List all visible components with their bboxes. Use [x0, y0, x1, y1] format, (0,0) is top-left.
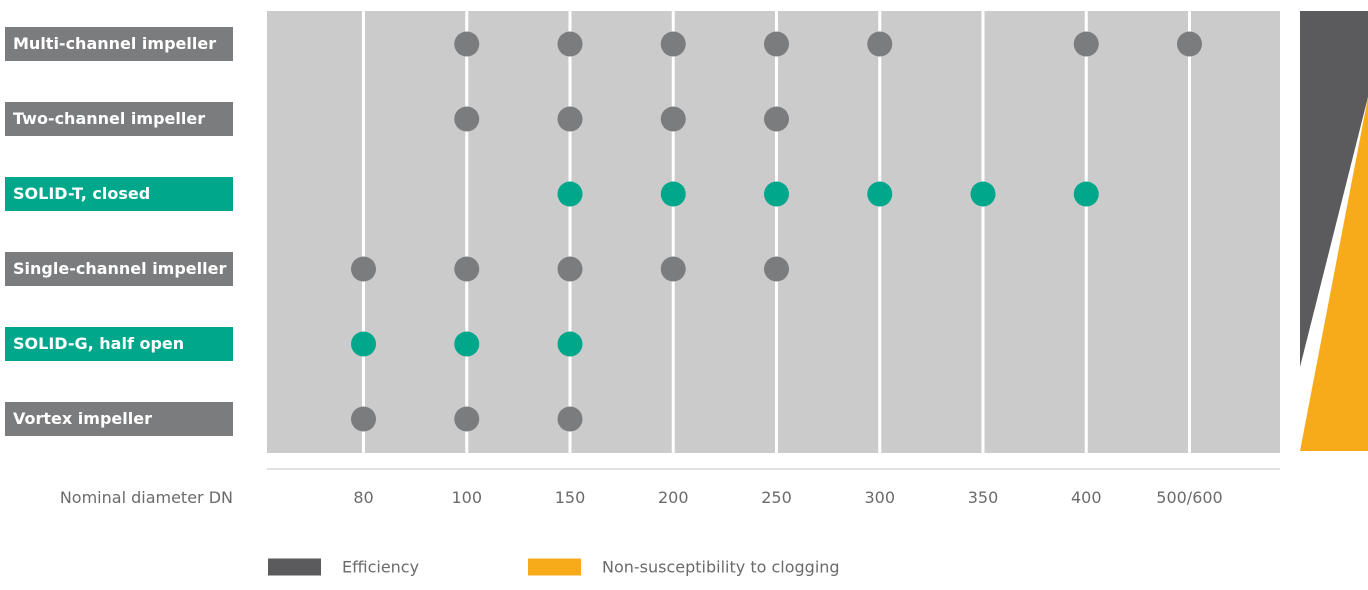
data-point: [1073, 181, 1099, 207]
data-point: [660, 106, 686, 132]
legend-swatch: [268, 558, 321, 576]
legend-item: Efficiency: [268, 558, 419, 577]
data-point: [351, 331, 376, 357]
data-point: [660, 256, 686, 282]
data-point: [660, 181, 686, 207]
row-label: Multi-channel impeller: [5, 27, 233, 61]
data-point: [557, 406, 583, 432]
data-point: [764, 31, 789, 57]
x-tick-label: 350: [967, 488, 999, 507]
legend-label: Non-susceptibility to clogging: [602, 557, 840, 577]
data-point: [557, 256, 583, 282]
data-point: [1073, 31, 1099, 57]
x-tick-label: 80: [353, 488, 374, 507]
data-point: [557, 331, 583, 357]
plot-background: [267, 11, 1280, 453]
data-point: [764, 181, 789, 207]
data-point: [557, 106, 583, 132]
row-label: Single-channel impeller: [5, 252, 233, 286]
data-point: [351, 256, 376, 282]
data-point: [454, 406, 480, 432]
data-point: [867, 181, 893, 207]
data-point: [557, 181, 583, 207]
legend-label: Efficiency: [342, 557, 420, 577]
legend-swatch: [528, 558, 581, 576]
efficiency-wedge: [1300, 11, 1368, 367]
x-tick-label: 150: [554, 488, 586, 507]
legend-item: Non-susceptibility to clogging: [528, 558, 840, 577]
data-point: [867, 31, 893, 57]
data-point: [454, 31, 480, 57]
x-tick-label: 400: [1070, 488, 1102, 507]
data-point: [1177, 31, 1202, 57]
data-point: [764, 256, 789, 282]
x-tick-label: 250: [761, 488, 792, 507]
row-label: SOLID-T, closed: [5, 177, 233, 211]
data-point: [454, 256, 480, 282]
data-point: [970, 181, 996, 207]
data-point: [351, 406, 376, 432]
row-label: SOLID-G, half open: [5, 327, 233, 361]
x-tick-label: 100: [451, 488, 483, 507]
data-point: [557, 31, 583, 57]
x-tick-label: 500/600: [1156, 488, 1223, 507]
row-label: Vortex impeller: [5, 402, 233, 436]
data-point: [454, 331, 480, 357]
data-point: [660, 31, 686, 57]
data-point: [764, 106, 789, 132]
row-label: Two-channel impeller: [5, 102, 233, 136]
clogging-wedge: [1300, 97, 1368, 451]
x-axis-title: Nominal diameter DN: [59, 488, 233, 507]
data-point: [454, 106, 480, 132]
x-tick-label: 300: [864, 488, 896, 507]
x-tick-label: 200: [657, 488, 689, 507]
